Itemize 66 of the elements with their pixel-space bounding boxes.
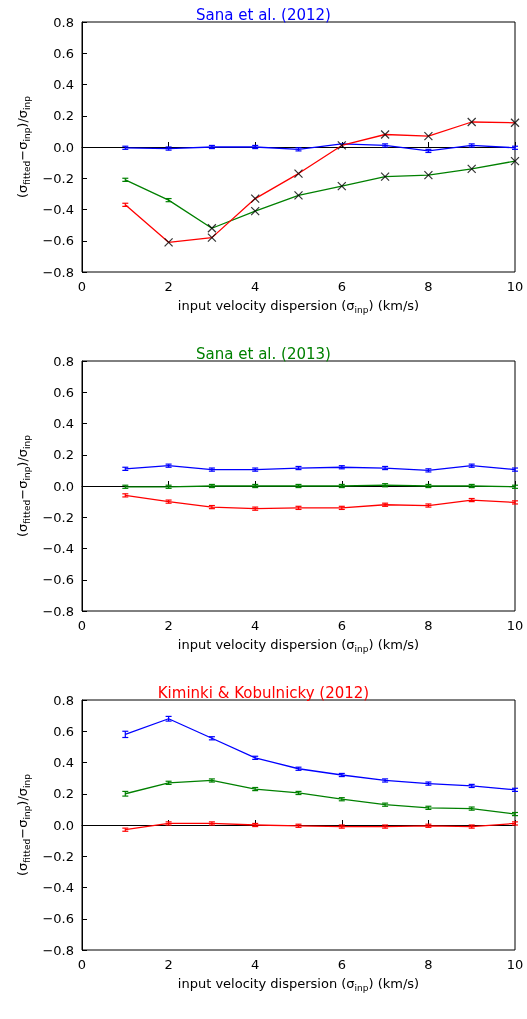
- point: [164, 237, 174, 247]
- y-tick-label: −0.8: [42, 603, 74, 619]
- point: [380, 129, 390, 140]
- y-tick-label: 0.2: [53, 447, 74, 463]
- y-tick-label: 0.0: [53, 478, 74, 494]
- x-tick-label: 8: [424, 618, 433, 633]
- y-tick-label: −0.2: [42, 170, 74, 186]
- y-tick-label: 0.4: [53, 755, 74, 770]
- y-tick-label: −0.4: [42, 880, 74, 895]
- y-tick-label: 0.8: [53, 14, 74, 30]
- y-tick-label: −0.8: [42, 264, 74, 280]
- point: [510, 118, 520, 128]
- point: [380, 172, 390, 182]
- x-tick-label: 6: [337, 957, 346, 972]
- y-tick-label: 0.6: [53, 384, 74, 400]
- x-tick-label: 0: [77, 618, 87, 633]
- point: [510, 156, 520, 166]
- x-tick-label: 0: [77, 957, 87, 972]
- chart-title: Kiminki & Kobulnicky (2012): [157, 683, 370, 702]
- y-tick-label: −0.4: [42, 541, 74, 556]
- chart-title: Sana et al. (2012): [196, 5, 331, 24]
- point: [423, 170, 433, 180]
- y-tick-label: −0.2: [42, 509, 74, 525]
- y-tick-label: −0.6: [42, 572, 74, 588]
- y-tick-label: 0.2: [53, 786, 74, 802]
- x-tick-label: 10: [506, 279, 524, 294]
- point: [293, 190, 304, 201]
- point: [337, 181, 347, 191]
- x-tick-label: 4: [251, 279, 260, 294]
- x-tick-label: 2: [164, 957, 173, 972]
- y-tick-label: 0.6: [53, 723, 74, 739]
- x-tick-label: 4: [251, 957, 260, 972]
- y-tick-label: 0.4: [53, 416, 74, 431]
- y-tick-label: 0.4: [53, 77, 74, 92]
- point: [423, 131, 433, 141]
- x-tick-label: 2: [164, 618, 173, 633]
- x-tick-label: 4: [251, 618, 260, 633]
- y-tick-label: 0.8: [53, 353, 74, 369]
- point: [250, 193, 260, 204]
- x-tick-label: 6: [337, 618, 346, 633]
- point: [250, 206, 260, 216]
- y-tick-label: 0.2: [53, 108, 74, 124]
- y-tick-label: 0.8: [53, 692, 74, 708]
- y-tick-label: −0.4: [42, 202, 74, 217]
- x-tick-label: 6: [337, 279, 346, 294]
- y-tick-label: −0.6: [42, 911, 74, 927]
- y-tick-label: 0.0: [53, 817, 74, 833]
- point: [293, 168, 304, 179]
- y-tick-label: −0.6: [42, 233, 74, 249]
- chart-title: Sana et al. (2013): [196, 344, 331, 363]
- x-tick-label: 10: [506, 618, 524, 633]
- y-tick-label: 0.0: [53, 139, 74, 155]
- x-tick-label: 8: [424, 279, 433, 294]
- y-tick-label: 0.6: [53, 45, 74, 61]
- y-tick-label: −0.8: [42, 942, 74, 958]
- x-tick-label: 10: [506, 957, 524, 972]
- y-tick-label: −0.2: [42, 848, 74, 864]
- y-axis-title: (σfitted−σinp)/σinp: [15, 434, 33, 537]
- y-axis-title: (σfitted−σinp)/σinp: [15, 773, 33, 876]
- point: [337, 140, 347, 151]
- y-axis-title: (σfitted−σinp)/σinp: [15, 95, 33, 198]
- x-tick-label: 0: [77, 279, 87, 294]
- point: [467, 164, 477, 174]
- point: [467, 117, 477, 127]
- x-tick-label: 2: [164, 279, 173, 294]
- x-tick-label: 8: [424, 957, 433, 972]
